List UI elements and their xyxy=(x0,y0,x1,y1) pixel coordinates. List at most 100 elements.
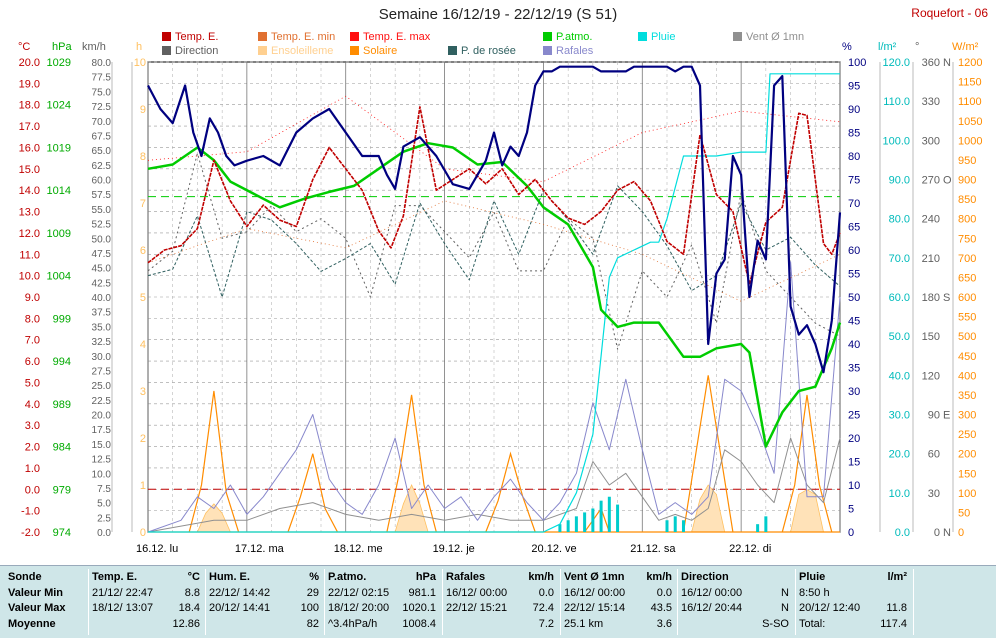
rain-bar xyxy=(681,520,685,532)
stats-cell-value: 7.2 xyxy=(538,617,554,630)
stats-cell-value: N xyxy=(781,586,789,599)
stats-rafales-column: Rafales km/h 16/12/ 00:00 0.0 22/12/ 15:21 72… xyxy=(446,570,554,632)
axis-tick-label: 270 xyxy=(922,175,940,187)
x-tick-label: 22.12. di xyxy=(729,543,771,555)
axis-tick-label: 25.0 xyxy=(92,381,112,392)
axis-unit-label: km/h xyxy=(82,41,106,53)
axis-tick-label: 12.5 xyxy=(92,455,112,466)
stats-sonde-title: Sonde xyxy=(8,571,42,583)
axis-tick-label: 1004 xyxy=(47,271,71,283)
stats-row: 82 xyxy=(209,617,319,633)
plot-area: °C -2.0 -1.0 0.0 1.0 2.0 3.0 4.0 5.0 6.0 7.0 8.0 9.0… xyxy=(18,41,982,555)
stats-header: Rafales km/h xyxy=(446,570,554,586)
axis-tick-label: 45 xyxy=(848,316,860,328)
stats-row: 21/12/ 22:47 8.8 xyxy=(92,586,200,602)
x-tick-label: 18.12. me xyxy=(334,543,383,555)
stats-row: Total: 117.4 xyxy=(799,617,907,633)
axis-tick-label: 999 xyxy=(53,313,71,325)
axis-tick-label: 10 xyxy=(848,480,860,492)
rain-bar xyxy=(607,496,611,532)
stats-row: 8:50 h xyxy=(799,586,907,602)
rain-bar xyxy=(673,516,677,532)
stats-row: 7.2 xyxy=(446,617,554,633)
stats-cell-value: 12.86 xyxy=(172,617,200,630)
axis-tick-label: 80.0 xyxy=(92,58,112,69)
axis-tick-label: 37.5 xyxy=(92,308,112,319)
stats-header: Temp. E. °C xyxy=(92,570,200,586)
axis-unit-label: % xyxy=(842,41,852,53)
stats-row: 16/12/ 00:00 0.0 xyxy=(446,586,554,602)
stats-row: ^3.4hPa/h 1008.4 xyxy=(328,617,436,633)
axis-tick-label: 22.5 xyxy=(92,396,112,407)
axis-tick-label: 30.0 xyxy=(889,410,910,422)
axis-tick-label: 5.0 xyxy=(97,499,111,510)
stats-cell-value: 981.1 xyxy=(408,586,436,599)
axis-tick-label: 72.5 xyxy=(92,102,112,113)
axis-tick-label: 60.0 xyxy=(92,176,112,187)
legend-item: P.atmo. xyxy=(543,31,593,43)
stats-row: 16/12/ 00:00 N xyxy=(681,586,789,602)
stats-row: 18/12/ 13:07 18.4 xyxy=(92,601,200,617)
axis-tick-label: 110.0 xyxy=(883,96,910,108)
legend-swatch xyxy=(258,32,267,41)
axis-tick-label: 11.0 xyxy=(19,249,40,261)
stats-title: Rafales xyxy=(446,571,486,583)
axis-tick-label: 42.5 xyxy=(92,278,112,289)
axis-tick-label: 1014 xyxy=(47,185,71,197)
rain-bar xyxy=(574,516,578,532)
legend-label: Temp. E. max xyxy=(363,31,431,43)
stats-cell-value: 100 xyxy=(300,602,319,614)
axis-tick-label: 15.0 xyxy=(92,440,112,451)
axis-compass-label: N xyxy=(943,57,951,69)
axis-tick-label: 19.0 xyxy=(19,78,40,90)
stats-cell-value: 3.6 xyxy=(656,617,672,630)
stats-cell-value: 117.4 xyxy=(880,617,907,630)
axis-tick-label: 200 xyxy=(958,449,976,461)
axis-tick-label: 650 xyxy=(958,272,976,284)
axis-tick-label: 40.0 xyxy=(92,293,112,304)
stats-cell-time: Total: xyxy=(799,617,826,630)
station-name: Roquefort - 06 xyxy=(911,6,988,20)
stats-title: Direction xyxy=(681,571,729,583)
stats-header: Pluie l/m² xyxy=(799,570,907,586)
stats-cell-value: 18.4 xyxy=(178,602,200,614)
stats-row: 22/12/ 02:15 981.1 xyxy=(328,586,436,602)
legend-label: Temp. E. min xyxy=(271,31,336,43)
axis-tick-label: 100 xyxy=(848,57,866,69)
stats-divider xyxy=(795,569,796,635)
stats-cell-value: 82 xyxy=(306,617,319,630)
stats-sonde-row-min: Valeur Min xyxy=(8,586,64,599)
axis-tick-label: 12.0 xyxy=(19,228,40,240)
legend-item: Temp. E. min xyxy=(258,31,335,43)
stats-header: P.atmo. hPa xyxy=(328,570,436,586)
stats-cell-time: 22/12/ 15:21 xyxy=(446,602,508,614)
legend-item: Ensoleilleme xyxy=(258,45,333,57)
axis-tick-label: 0.0 xyxy=(25,484,40,496)
axis-tick-label: 750 xyxy=(958,233,976,245)
axis-tick-label: 974 xyxy=(53,527,71,539)
stats-sonde-row-max: Valeur Max xyxy=(8,602,66,614)
series-line-vent-1mn xyxy=(147,437,841,533)
stats-cell-time: 20/12/ 12:40 xyxy=(799,602,861,614)
stats-cell-value: 29 xyxy=(306,586,319,599)
stats-patmo-column: P.atmo. hPa 22/12/ 02:15 981.1 18/12/ 20:00 1… xyxy=(328,570,436,632)
stats-title: Vent Ø 1mn xyxy=(564,571,625,583)
axis-tick-label: 15.0 xyxy=(19,164,40,176)
stats-cell-time: 22/12/ 02:15 xyxy=(328,586,390,599)
legend-label: Rafales xyxy=(556,45,594,57)
axis-tick-label: 10.0 xyxy=(92,469,112,480)
axis-tick-label: 4 xyxy=(140,339,146,351)
axis-tick-label: 3.0 xyxy=(25,420,40,432)
axis-tick-label: 1150 xyxy=(958,77,982,89)
stats-cell-value: 0.0 xyxy=(538,586,554,599)
axis-tick-label: 180 xyxy=(922,292,940,304)
axis-tick-label: 25 xyxy=(848,410,860,422)
stats-cell-time: 16/12/ 00:00 xyxy=(681,586,743,599)
axis-tick-label: 0 xyxy=(140,527,146,539)
rain-bar xyxy=(566,520,570,532)
series-line-hum-e- xyxy=(147,65,842,374)
stats-divider xyxy=(913,569,914,635)
axis-tick-label: 55.0 xyxy=(92,205,112,216)
stats-cell-value: N xyxy=(781,602,789,614)
axis-tick-label: 47.5 xyxy=(92,249,112,260)
